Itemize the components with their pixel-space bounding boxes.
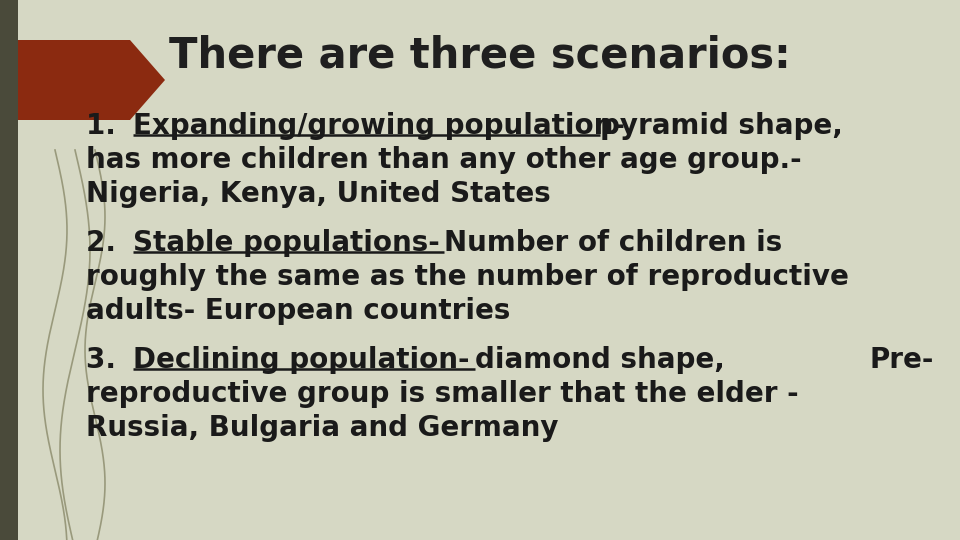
Text: pyramid shape,: pyramid shape, [600,112,843,140]
Text: Expanding/growing population-: Expanding/growing population- [133,112,635,140]
Text: Nigeria, Kenya, United States: Nigeria, Kenya, United States [86,180,551,208]
Text: Declining population-: Declining population- [133,346,479,374]
Text: adults- European countries: adults- European countries [86,296,511,325]
Bar [0,0,18,540]
Text: reproductive group is smaller that the elder -: reproductive group is smaller that the e… [86,380,799,408]
Text: diamond shape,: diamond shape, [475,346,725,374]
Text: has more children than any other age group.-: has more children than any other age gro… [86,146,802,174]
Text: Russia, Bulgaria and Germany: Russia, Bulgaria and Germany [86,414,559,442]
Text: Stable populations-: Stable populations- [133,229,449,257]
Text: Number of children is: Number of children is [444,229,782,257]
Text: Pre-: Pre- [870,346,934,374]
Text: roughly the same as the number of reproductive: roughly the same as the number of reprod… [86,263,850,291]
Text: 1.: 1. [86,112,126,140]
Text: There are three scenarios:: There are three scenarios: [169,35,791,77]
Text: 3.: 3. [86,346,126,374]
Text: 2.: 2. [86,229,126,257]
Polygon shape [18,40,165,120]
